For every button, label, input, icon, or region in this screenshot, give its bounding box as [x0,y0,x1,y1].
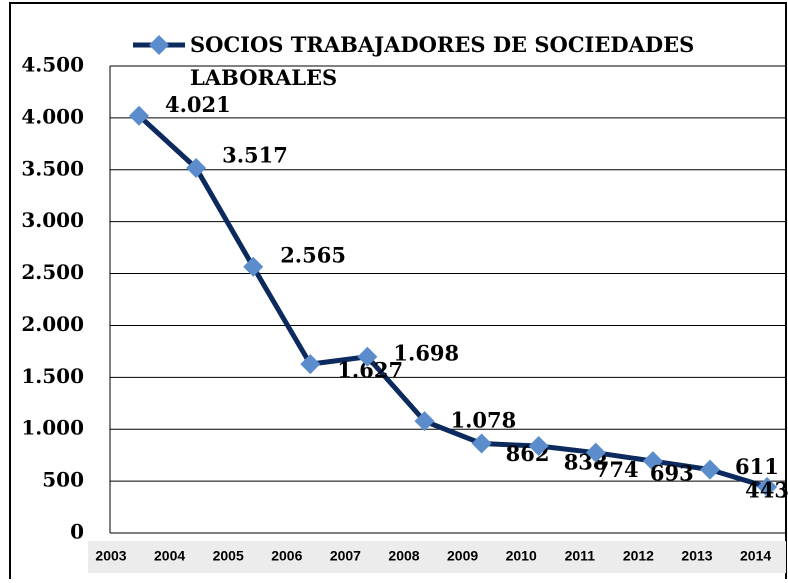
y-tick-label: 3.500 [21,156,84,180]
legend-marker [149,35,169,55]
y-tick-label: 1.500 [21,364,84,388]
marker [300,354,321,375]
y-tick-label: 2.000 [21,312,84,336]
data-label: 693 [650,461,694,486]
x-tick-label: 2007 [330,548,361,564]
series-line [137,113,768,490]
data-label: 443 [745,478,788,503]
data-label: 3.517 [222,143,288,168]
x-tick-label: 2014 [740,548,771,564]
x-tick-label: 2008 [388,548,419,564]
marker [243,256,264,277]
marker [528,436,549,457]
marker [357,346,378,367]
marker [642,451,663,472]
data-label: 1.698 [393,340,459,365]
x-tick-label: 2004 [154,548,185,564]
marker [471,433,492,454]
data-label: 774 [595,457,639,482]
data-label: 4.021 [165,92,231,117]
marker [757,477,778,498]
marker [414,411,435,432]
x-axis-strip [88,541,786,573]
marker [585,442,606,463]
x-tick-label: 2010 [506,548,537,564]
x-tick-label: 2011 [565,548,596,564]
x-tick-label: 2012 [623,548,654,564]
data-label: 1.078 [451,408,517,433]
x-tick-label: 2013 [681,548,712,564]
marker [186,158,207,179]
data-label: 2.565 [280,242,346,267]
data-label: 611 [735,454,779,479]
y-tick-label: 4.500 [21,53,84,77]
x-tick-label: 2005 [213,548,244,564]
x-tick-label: 2006 [271,548,302,564]
y-tick-label: 0 [70,520,84,544]
x-tick-label: 2009 [447,548,478,564]
frame [9,2,787,583]
legend-label: SOCIOS TRABAJADORES DE SOCIEDADES LABORA… [190,32,695,90]
y-tick-label: 3.000 [21,208,84,232]
x-tick-label: 2003 [95,548,126,564]
y-tick-label: 1.000 [21,416,84,440]
y-tick-label: 4.000 [21,104,84,128]
marker [129,105,149,126]
y-tick-label: 500 [42,468,84,492]
marker [700,459,720,480]
y-tick-label: 2.500 [21,260,84,284]
